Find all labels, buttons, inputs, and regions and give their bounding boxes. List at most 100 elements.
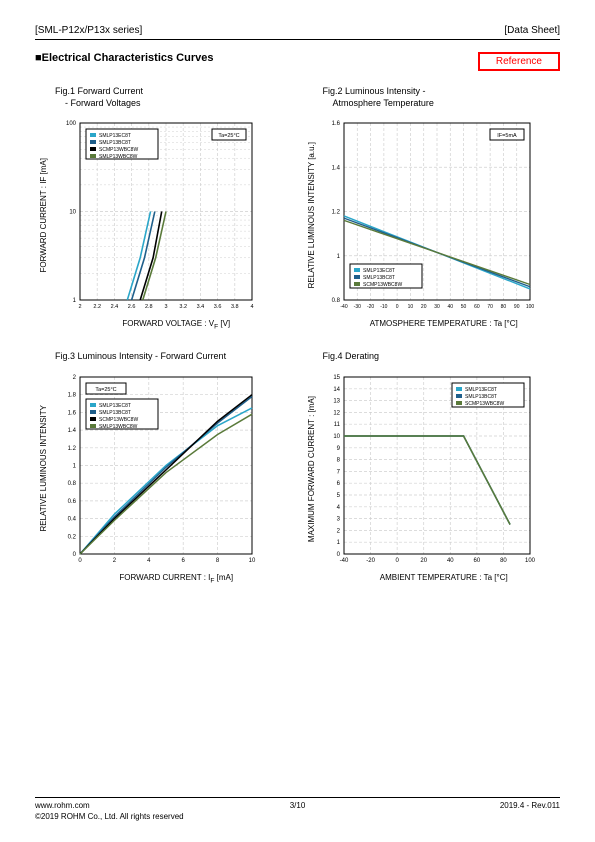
svg-text:SCMP13WBC8W: SCMP13WBC8W	[363, 282, 402, 288]
svg-text:3: 3	[336, 516, 340, 522]
chart1: Fig.1 Forward Current - Forward Voltages…	[35, 86, 293, 331]
svg-text:10: 10	[333, 434, 340, 440]
svg-text:3.4: 3.4	[197, 304, 205, 310]
svg-text:-40: -40	[340, 304, 347, 310]
svg-text:60: 60	[473, 558, 480, 564]
svg-text:12: 12	[333, 410, 340, 416]
svg-text:SMLP13BC8T: SMLP13BC8T	[465, 394, 497, 400]
svg-text:2.2: 2.2	[93, 304, 101, 310]
svg-text:3: 3	[164, 304, 167, 310]
svg-text:4: 4	[336, 504, 340, 510]
svg-text:60: 60	[474, 304, 480, 310]
svg-text:1: 1	[336, 540, 340, 546]
svg-text:-20: -20	[366, 304, 373, 310]
footer-url: www.rohm.com	[35, 801, 90, 810]
chart1-svg: 22.22.42.62.833.23.43.63.84110100SMLP13E…	[52, 115, 257, 315]
svg-text:1.8: 1.8	[68, 392, 77, 398]
chart2-svg: -40-30-20-1001020304050607080901000.811.…	[320, 115, 535, 315]
svg-text:1.6: 1.6	[68, 410, 77, 416]
svg-text:2: 2	[336, 528, 340, 534]
svg-text:0.2: 0.2	[68, 534, 77, 540]
svg-text:SMLP13BC8T: SMLP13BC8T	[363, 275, 395, 281]
chart2: Fig.2 Luminous Intensity - Atmosphere Te…	[303, 86, 561, 331]
svg-text:90: 90	[513, 304, 519, 310]
svg-text:1.2: 1.2	[68, 445, 77, 451]
svg-text:1.4: 1.4	[331, 166, 340, 172]
svg-text:2: 2	[73, 375, 77, 381]
chart2-title: Fig.2 Luminous Intensity - Atmosphere Te…	[303, 86, 561, 109]
charts-grid: Fig.1 Forward Current - Forward Voltages…	[35, 81, 560, 589]
svg-text:0.8: 0.8	[68, 481, 77, 487]
header: [SML-P12x/P13x series] [Data Sheet]	[35, 25, 560, 40]
svg-text:Ta=25°C: Ta=25°C	[95, 387, 116, 393]
svg-text:20: 20	[420, 558, 427, 564]
chart1-xlabel: FORWARD VOLTAGE : VF [V]	[35, 319, 293, 331]
svg-text:1: 1	[336, 254, 340, 260]
svg-text:SMLP13EC8T: SMLP13EC8T	[99, 403, 131, 409]
svg-text:0.8: 0.8	[331, 298, 340, 304]
svg-text:SMLP13BC8T: SMLP13BC8T	[99, 410, 131, 416]
chart4-xlabel: AMBIENT TEMPERATURE : Ta [°C]	[303, 573, 561, 582]
header-right: [Data Sheet]	[504, 25, 560, 36]
svg-text:0.6: 0.6	[68, 499, 77, 505]
chart4-ylabel: MAXIMUM FORWARD CURRENT : [mA]	[303, 396, 320, 542]
svg-text:10: 10	[249, 558, 256, 564]
svg-text:40: 40	[447, 304, 453, 310]
svg-text:-20: -20	[366, 558, 375, 564]
svg-text:2.4: 2.4	[111, 304, 119, 310]
svg-text:50: 50	[460, 304, 466, 310]
svg-text:SMLP13BC8T: SMLP13BC8T	[99, 140, 131, 146]
svg-text:SMLP13WBC8W: SMLP13WBC8W	[99, 424, 138, 430]
svg-text:14: 14	[333, 386, 340, 392]
chart4-title: Fig.4 Derating	[303, 351, 561, 363]
chart3-ylabel: RELATIVE LUMINOUS INTENSITY	[35, 405, 52, 532]
reference-badge: Reference	[478, 52, 560, 71]
svg-text:SMLP13EC8T: SMLP13EC8T	[465, 387, 497, 393]
chart1-title: Fig.1 Forward Current - Forward Voltages	[35, 86, 293, 109]
svg-text:2: 2	[113, 558, 117, 564]
svg-text:SMLP13WBC8W: SMLP13WBC8W	[99, 154, 138, 160]
footer-rev: 2019.4 - Rev.011	[500, 801, 560, 822]
section-row: ■Electrical Characteristics Curves Refer…	[35, 52, 560, 71]
svg-text:0.4: 0.4	[68, 516, 77, 522]
svg-text:-30: -30	[353, 304, 360, 310]
svg-text:6: 6	[182, 558, 186, 564]
chart3-title: Fig.3 Luminous Intensity - Forward Curre…	[35, 351, 293, 363]
svg-text:1: 1	[73, 463, 77, 469]
svg-text:100: 100	[525, 304, 534, 310]
svg-text:8: 8	[336, 457, 340, 463]
svg-text:1.2: 1.2	[331, 210, 340, 216]
svg-text:7: 7	[336, 469, 340, 475]
svg-text:30: 30	[434, 304, 440, 310]
svg-text:10: 10	[69, 210, 76, 216]
svg-text:8: 8	[216, 558, 220, 564]
svg-text:70: 70	[487, 304, 493, 310]
footer-page: 3/10	[290, 801, 306, 810]
svg-text:3.2: 3.2	[179, 304, 187, 310]
svg-text:SMLP13EC8T: SMLP13EC8T	[363, 268, 395, 274]
svg-text:80: 80	[500, 558, 507, 564]
svg-text:1.4: 1.4	[68, 428, 77, 434]
chart1-ylabel: FORWARD CURRENT : IF [mA]	[35, 158, 52, 273]
svg-text:11: 11	[333, 422, 340, 428]
svg-text:5: 5	[336, 493, 340, 499]
footer-left: www.rohm.com ©2019 ROHM Co., Ltd. All ri…	[35, 801, 184, 822]
svg-text:0: 0	[395, 558, 399, 564]
svg-text:10: 10	[407, 304, 413, 310]
svg-text:20: 20	[420, 304, 426, 310]
svg-text:15: 15	[333, 375, 340, 381]
chart4: Fig.4 Derating MAXIMUM FORWARD CURRENT :…	[303, 351, 561, 584]
svg-text:SMLP13EC8T: SMLP13EC8T	[99, 133, 131, 139]
footer: www.rohm.com ©2019 ROHM Co., Ltd. All ri…	[35, 797, 560, 822]
chart3-xlabel: FORWARD CURRENT : IF [mA]	[35, 573, 293, 585]
svg-text:100: 100	[524, 558, 534, 564]
svg-text:-40: -40	[339, 558, 348, 564]
svg-text:0: 0	[78, 558, 82, 564]
svg-text:9: 9	[336, 445, 340, 451]
svg-text:0: 0	[395, 304, 398, 310]
footer-copyright: ©2019 ROHM Co., Ltd. All rights reserved	[35, 812, 184, 821]
svg-text:4: 4	[250, 304, 253, 310]
svg-text:SCMP13WBC8W: SCMP13WBC8W	[99, 417, 138, 423]
svg-text:2.6: 2.6	[128, 304, 136, 310]
chart3-svg: 024681000.20.40.60.811.21.41.61.82Ta=25°…	[52, 369, 257, 569]
